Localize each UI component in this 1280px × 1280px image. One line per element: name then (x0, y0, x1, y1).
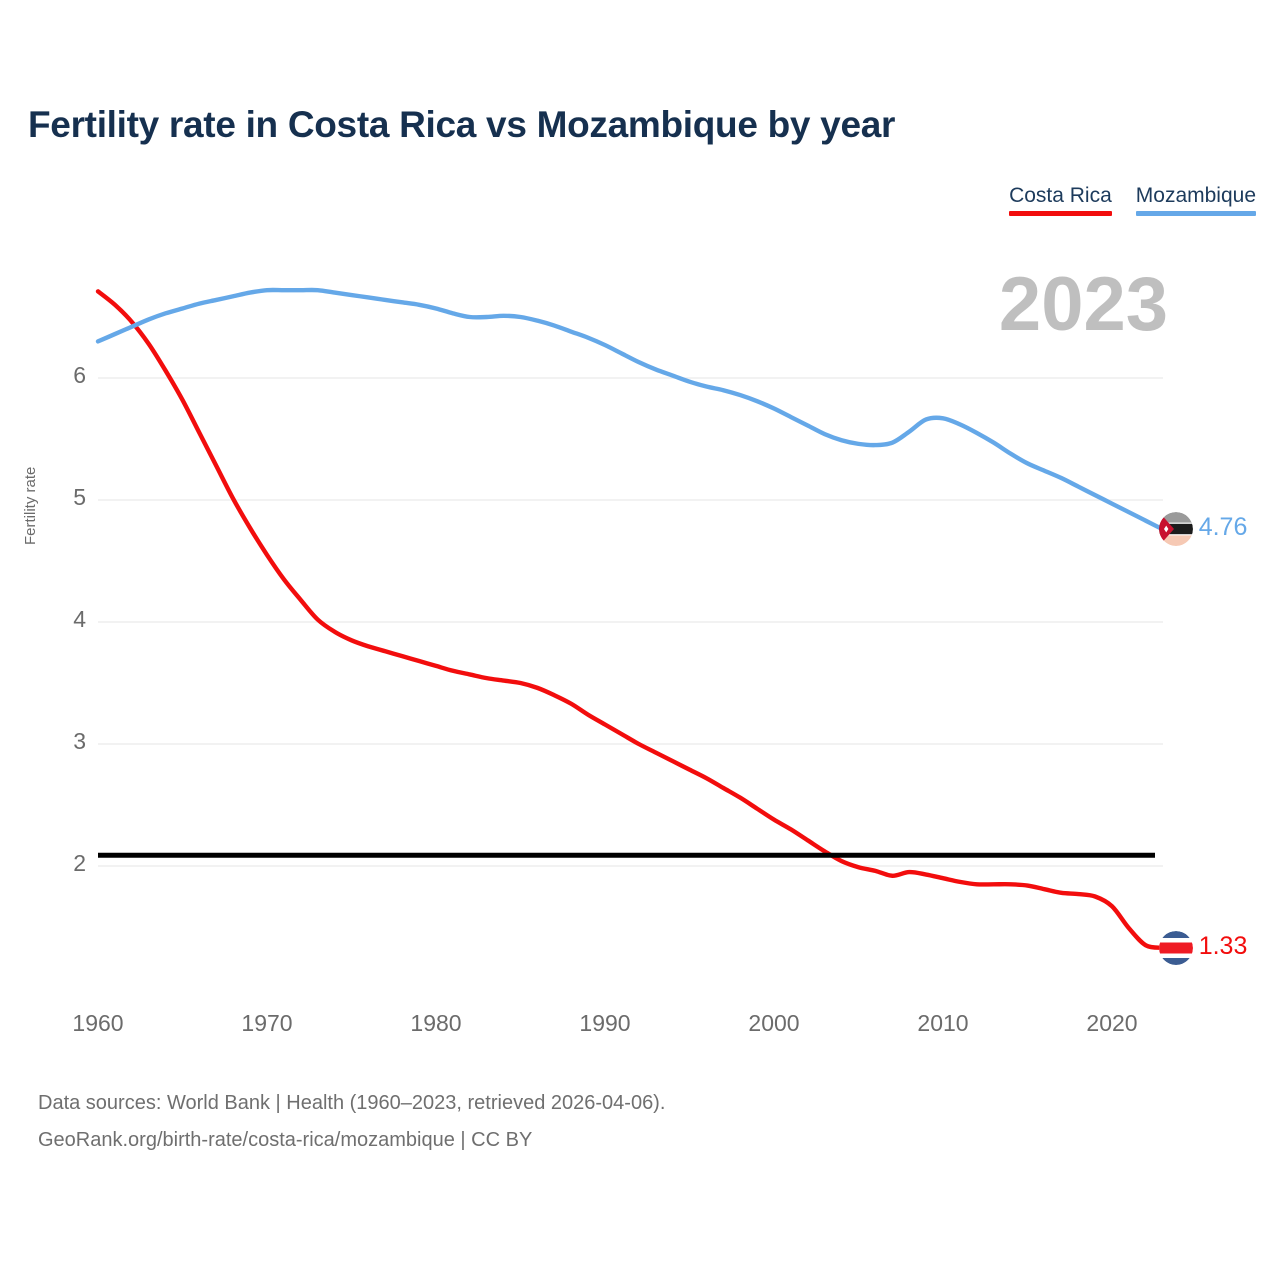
y-axis-title: Fertility rate (22, 466, 39, 545)
series-line-costa-rica (95, 289, 1165, 950)
y-tick-3: 3 (73, 728, 86, 754)
x-tick-2020: 2020 (1086, 1010, 1138, 1036)
y-tick-5: 5 (73, 484, 86, 510)
legend-color-swatch-mozambique (1135, 210, 1256, 216)
legend-item-costa-rica[interactable]: Costa Rica (1009, 184, 1112, 216)
legend-color-swatch-costa-rica (1009, 210, 1112, 216)
legend-label-mozambique: Mozambique (1135, 184, 1256, 207)
x-tick-1990: 1990 (579, 1010, 631, 1036)
y-tick-6: 6 (73, 362, 86, 388)
costa-rica-flag-icon (1158, 930, 1193, 965)
gridlines (98, 377, 1163, 867)
x-tick-1960: 1960 (72, 1010, 124, 1036)
legend-label-costa-rica: Costa Rica (1009, 184, 1112, 207)
mozambique-flag-icon (1158, 512, 1193, 547)
x-tick-1970: 1970 (241, 1010, 293, 1036)
footer-line-2[interactable]: GeoRank.org/birth-rate/costa-rica/mozamb… (38, 1129, 533, 1151)
mozambique-end-value: 4.76 (1198, 513, 1248, 542)
chart-legend: Costa Rica Mozambique (1009, 184, 1256, 216)
y-tick-2: 2 (73, 850, 86, 876)
x-tick-2010: 2010 (917, 1010, 969, 1036)
year-watermark: 2023 (998, 262, 1168, 347)
x-tick-1980: 1980 (410, 1010, 462, 1036)
costa-rica-end-value: 1.33 (1198, 931, 1248, 960)
legend-item-mozambique[interactable]: Mozambique (1135, 184, 1256, 216)
data-series-lines (95, 287, 1165, 950)
y-tick-4: 4 (73, 606, 86, 632)
page-title: Fertility rate in Costa Rica vs Mozambiq… (28, 104, 896, 145)
x-tick-2000: 2000 (748, 1010, 800, 1036)
footer-line-1: Data sources: World Bank | Health (1960–… (38, 1092, 666, 1114)
footer-sources: Data sources: World Bank | Health (1960–… (38, 1085, 665, 1159)
